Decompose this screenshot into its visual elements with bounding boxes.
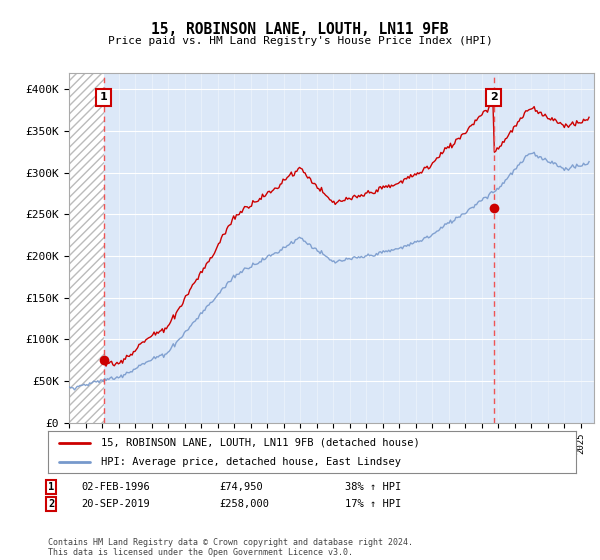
- Text: 15, ROBINSON LANE, LOUTH, LN11 9FB (detached house): 15, ROBINSON LANE, LOUTH, LN11 9FB (deta…: [101, 437, 419, 447]
- Text: 1: 1: [100, 92, 107, 102]
- Text: 15, ROBINSON LANE, LOUTH, LN11 9FB: 15, ROBINSON LANE, LOUTH, LN11 9FB: [151, 22, 449, 38]
- Bar: [494, 73, 594, 423]
- Text: £74,950: £74,950: [219, 482, 263, 492]
- Bar: [69, 73, 104, 423]
- Text: 02-FEB-1996: 02-FEB-1996: [81, 482, 150, 492]
- Text: 2: 2: [48, 499, 54, 509]
- Bar: [69, 73, 104, 423]
- Text: 17% ↑ HPI: 17% ↑ HPI: [345, 499, 401, 509]
- Text: Contains HM Land Registry data © Crown copyright and database right 2024.
This d: Contains HM Land Registry data © Crown c…: [48, 538, 413, 557]
- Text: HPI: Average price, detached house, East Lindsey: HPI: Average price, detached house, East…: [101, 457, 401, 467]
- Text: Price paid vs. HM Land Registry's House Price Index (HPI): Price paid vs. HM Land Registry's House …: [107, 36, 493, 46]
- Text: 20-SEP-2019: 20-SEP-2019: [81, 499, 150, 509]
- Text: 2: 2: [490, 92, 497, 102]
- Text: 38% ↑ HPI: 38% ↑ HPI: [345, 482, 401, 492]
- Text: 1: 1: [48, 482, 54, 492]
- Text: £258,000: £258,000: [219, 499, 269, 509]
